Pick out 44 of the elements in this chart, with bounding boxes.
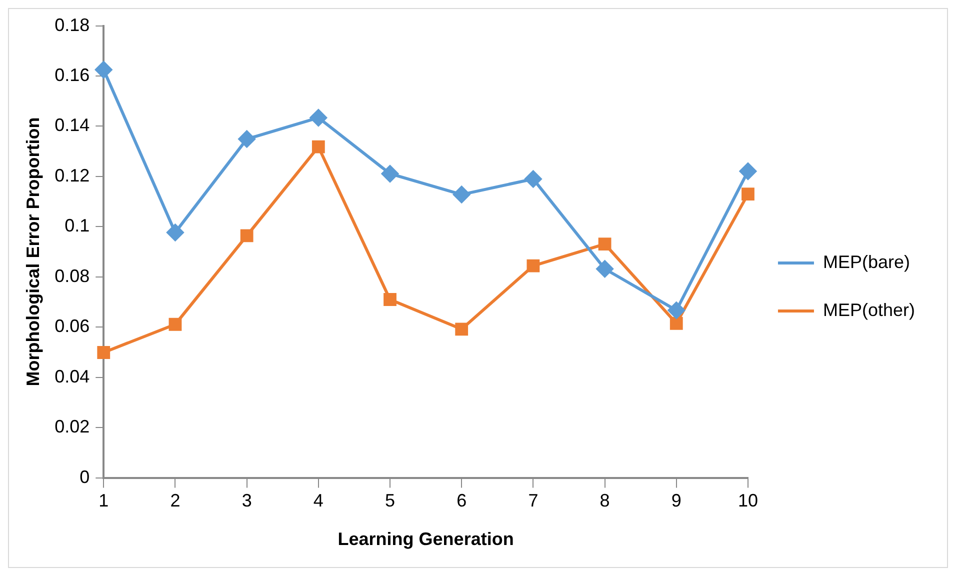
x-tick-label: 10 [738, 490, 758, 511]
point [526, 259, 540, 272]
point [453, 186, 470, 204]
point [310, 109, 327, 126]
point [739, 162, 756, 180]
y-tick-label: 0.08 [54, 266, 90, 286]
point [312, 140, 325, 154]
y-axis-title: Morphological Error Proportion [22, 117, 43, 386]
x-tick-label: 2 [170, 490, 180, 511]
y-tick-label: 0.12 [54, 165, 90, 186]
point [382, 165, 399, 182]
point [240, 229, 254, 242]
point [524, 170, 542, 188]
x-tick-label: 8 [600, 490, 610, 511]
point [596, 260, 614, 278]
point [95, 61, 112, 78]
x-tick-label: 4 [313, 490, 324, 511]
point [97, 346, 110, 359]
y-tick-label: 0.18 [54, 14, 90, 35]
point [166, 224, 184, 241]
point [168, 318, 182, 331]
legend-label: MEP(other) [822, 300, 916, 320]
x-tick-label: 3 [242, 490, 252, 511]
point [668, 302, 685, 319]
x-tick-label: 5 [385, 490, 396, 511]
y-tick-label: 0.04 [54, 366, 90, 386]
x-tick-label: 9 [671, 490, 682, 511]
y-tick-label: 0.14 [54, 115, 90, 136]
y-tick-label: 0.02 [54, 416, 90, 437]
y-tick-label: 0.06 [54, 316, 90, 336]
point [455, 322, 468, 336]
point [670, 316, 683, 330]
y-tick-label: 0.1 [64, 216, 90, 236]
point [384, 293, 396, 306]
point [238, 130, 256, 148]
x-tick-label: 6 [456, 490, 467, 511]
point [742, 188, 754, 200]
point [598, 238, 612, 250]
x-tick-label: 7 [528, 490, 538, 511]
x-tick-label: 1 [98, 490, 109, 511]
y-tick-label: 0 [80, 466, 90, 487]
x-axis-title: Learning Generation [338, 529, 514, 550]
legend-label: MEP(bare) [822, 252, 910, 272]
y-tick-label: 0.16 [54, 64, 90, 85]
